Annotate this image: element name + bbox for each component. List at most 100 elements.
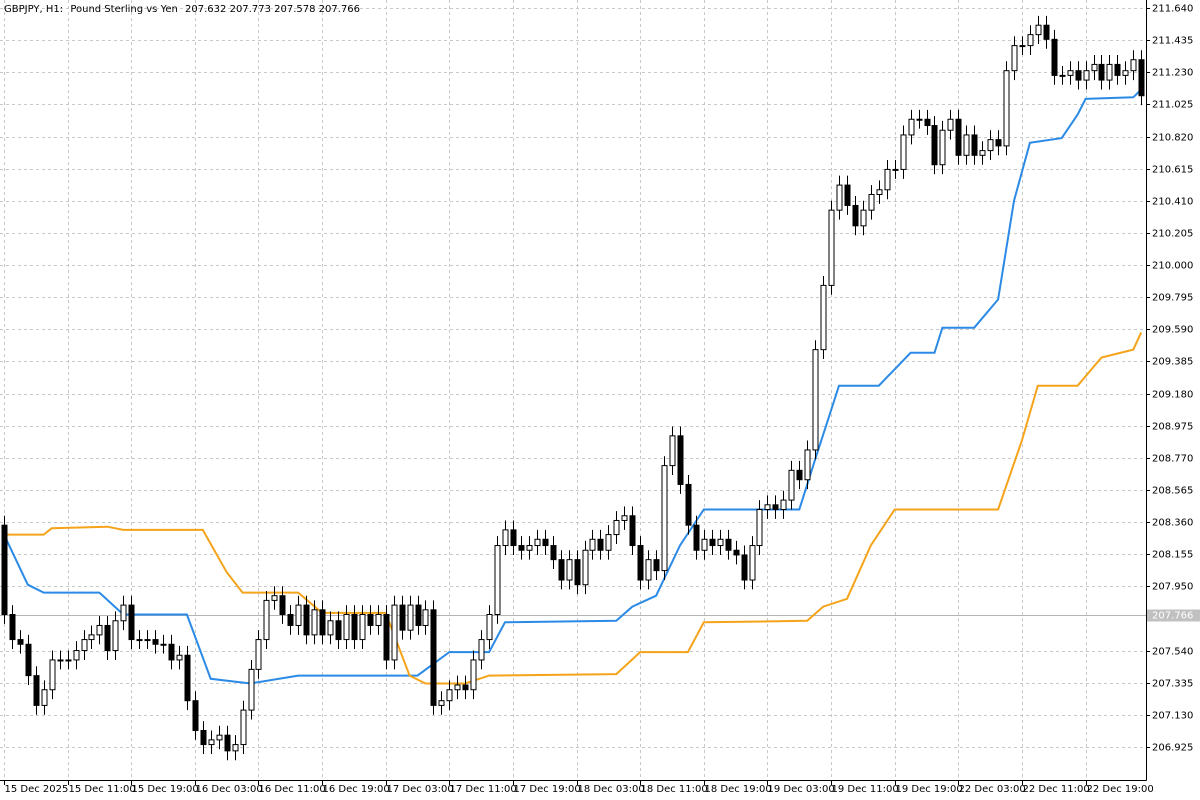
candle-body [311, 609, 318, 636]
y-tick-label: 209.385 [1152, 357, 1193, 368]
candle-body [335, 620, 342, 641]
candle-body [772, 504, 779, 510]
candle-body [629, 515, 636, 547]
candle-body [916, 118, 923, 121]
candle-body [637, 545, 644, 581]
candle-body [756, 508, 763, 547]
candle-body [478, 639, 485, 661]
y-tick-label: 209.180 [1152, 390, 1193, 401]
candle-body [661, 465, 668, 572]
quote-high: 207.773 [230, 4, 271, 15]
bid-label: 207.766 [1152, 611, 1193, 622]
candle-body [446, 689, 453, 702]
candle-body [240, 709, 247, 746]
candle-body [900, 134, 907, 170]
candle-body [200, 729, 207, 746]
candle-body [1019, 45, 1026, 48]
quote-low: 207.578 [274, 4, 315, 15]
y-tick-label: 207.335 [1152, 679, 1193, 690]
candles [1, 15, 1145, 761]
candle-body [804, 449, 811, 481]
candle-body [605, 534, 612, 551]
y-tick-label: 208.770 [1152, 454, 1193, 465]
candle-body [621, 515, 628, 521]
candle-body [112, 620, 119, 652]
candle-body [1035, 24, 1042, 36]
candle-body [725, 538, 732, 551]
candle-body [391, 604, 398, 661]
candle-body [1075, 70, 1082, 81]
candle-body [136, 639, 143, 642]
candle-body [248, 668, 255, 711]
candle-body [176, 654, 183, 661]
y-tick-label: 206.925 [1152, 743, 1193, 754]
candle-body [1011, 45, 1018, 72]
x-tick-label: 18 Dec 19:00 [705, 784, 772, 795]
candle-body [733, 549, 740, 556]
quote-open: 207.632 [185, 4, 226, 15]
candle-body [1059, 74, 1066, 77]
candle-body [542, 538, 549, 547]
candle-body [104, 624, 111, 652]
candle-body [693, 524, 700, 551]
candle-body [430, 609, 437, 706]
y-tick-label: 211.435 [1152, 36, 1193, 47]
candle-body [677, 435, 684, 485]
candle-body [399, 604, 406, 631]
indicator-line [4, 331, 1143, 685]
candle-body [931, 125, 938, 166]
x-tick-label: 17 Dec 11:00 [450, 784, 517, 795]
candle-body [868, 193, 875, 211]
candle-body [88, 634, 95, 641]
candle-body [454, 684, 461, 691]
candle-body [319, 609, 326, 636]
y-tick-label: 207.130 [1152, 711, 1193, 722]
candle-body [701, 538, 708, 551]
candle-body [303, 604, 310, 636]
candle-body [287, 614, 294, 626]
candle-body [987, 139, 994, 152]
candle-body [96, 624, 103, 636]
indicator-line [3, 88, 1142, 685]
candle-body [518, 545, 525, 551]
symbol: GBPJPY, H1: [4, 4, 63, 15]
candle-body [160, 643, 167, 646]
candle-body [65, 659, 72, 662]
candle-body [168, 643, 175, 661]
candle-body [17, 639, 24, 645]
x-tick-label: 22 Dec 03:00 [959, 784, 1026, 795]
candle-body [685, 483, 692, 526]
candle-body [383, 614, 390, 661]
candle-body [566, 559, 573, 581]
x-tick-label: 18 Dec 03:00 [578, 784, 645, 795]
candle-body [645, 559, 652, 581]
candle-body [876, 189, 883, 195]
candle-body [1130, 59, 1137, 72]
candle-body [1, 524, 8, 616]
candle-body [25, 643, 32, 677]
candle-body [939, 129, 946, 166]
candle-body [764, 504, 771, 510]
candle-body [1043, 24, 1050, 40]
candle-body [717, 538, 724, 547]
candle-body [144, 639, 151, 642]
candle-body [359, 614, 366, 641]
candle-body [550, 545, 557, 561]
x-tick-label: 16 Dec 19:00 [323, 784, 390, 795]
x-tick-label: 22 Dec 11:00 [1023, 784, 1090, 795]
quote-close: 207.766 [319, 4, 360, 15]
y-tick-label: 210.000 [1152, 261, 1193, 272]
candle-body [192, 700, 199, 731]
candle-body [796, 469, 803, 481]
candle-body [232, 744, 239, 752]
candle-body [653, 559, 660, 572]
y-tick-label: 207.540 [1152, 647, 1193, 658]
candle-body [884, 168, 891, 191]
candle-body [669, 435, 676, 467]
candle-body [41, 689, 48, 706]
candle-body [1091, 63, 1098, 72]
candle-body [924, 118, 931, 127]
x-tick-label: 17 Dec 03:00 [387, 784, 454, 795]
